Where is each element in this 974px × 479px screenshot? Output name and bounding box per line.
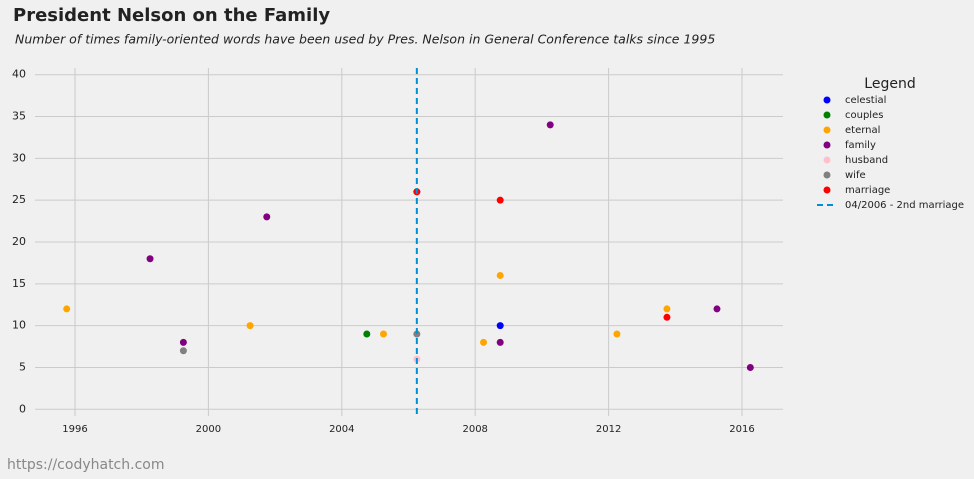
legend-label: celestial [845,95,886,106]
y-tick-label: 0 [19,402,26,415]
legend-title: Legend [864,76,915,92]
point [480,338,488,346]
point [663,305,671,313]
chart-title: President Nelson on the Family [13,5,330,26]
y-tick-label: 5 [19,360,26,373]
point [63,305,71,313]
point [179,347,187,355]
chart-subtitle: Number of times family-oriented words ha… [15,32,715,47]
legend-marker [823,156,831,164]
point [263,213,271,221]
y-tick-label: 15 [12,277,26,290]
point [146,255,154,263]
x-tick-label: 2004 [329,424,354,435]
point [379,330,387,338]
y-tick-label: 40 [12,68,26,81]
point [363,330,371,338]
point [713,305,721,313]
legend-label: family [845,140,876,151]
legend-marker [823,141,831,149]
x-tick-label: 2008 [462,424,487,435]
point [663,313,671,321]
y-tick-label: 20 [12,235,26,248]
legend-label: wife [845,170,866,181]
x-tick-label: 2016 [729,424,754,435]
x-tick-label: 2000 [196,424,221,435]
y-tick-label: 25 [12,193,26,206]
y-tick-label: 10 [12,319,26,332]
point [546,121,554,129]
point [613,330,621,338]
point [496,322,504,330]
legend-label: eternal [845,125,880,136]
point [496,271,504,279]
legend-marker [823,126,831,134]
legend-label: marriage [845,185,890,196]
legend-marker [823,111,831,119]
legend-marker [823,96,831,104]
point [179,338,187,346]
x-tick-label: 2012 [596,424,621,435]
point [746,363,754,371]
source: https://codyhatch.com [7,457,164,473]
x-tick-label: 1996 [62,424,87,435]
legend-label: husband [845,155,888,166]
legend-marker [823,186,831,194]
y-tick-label: 30 [12,151,26,164]
y-tick-label: 35 [12,110,26,123]
point [413,330,421,338]
point [496,338,504,346]
legend-marker [823,171,831,179]
point [496,196,504,204]
point [246,322,254,330]
legend-label: 04/2006 - 2nd marriage [845,200,964,211]
legend-label: couples [845,110,883,121]
